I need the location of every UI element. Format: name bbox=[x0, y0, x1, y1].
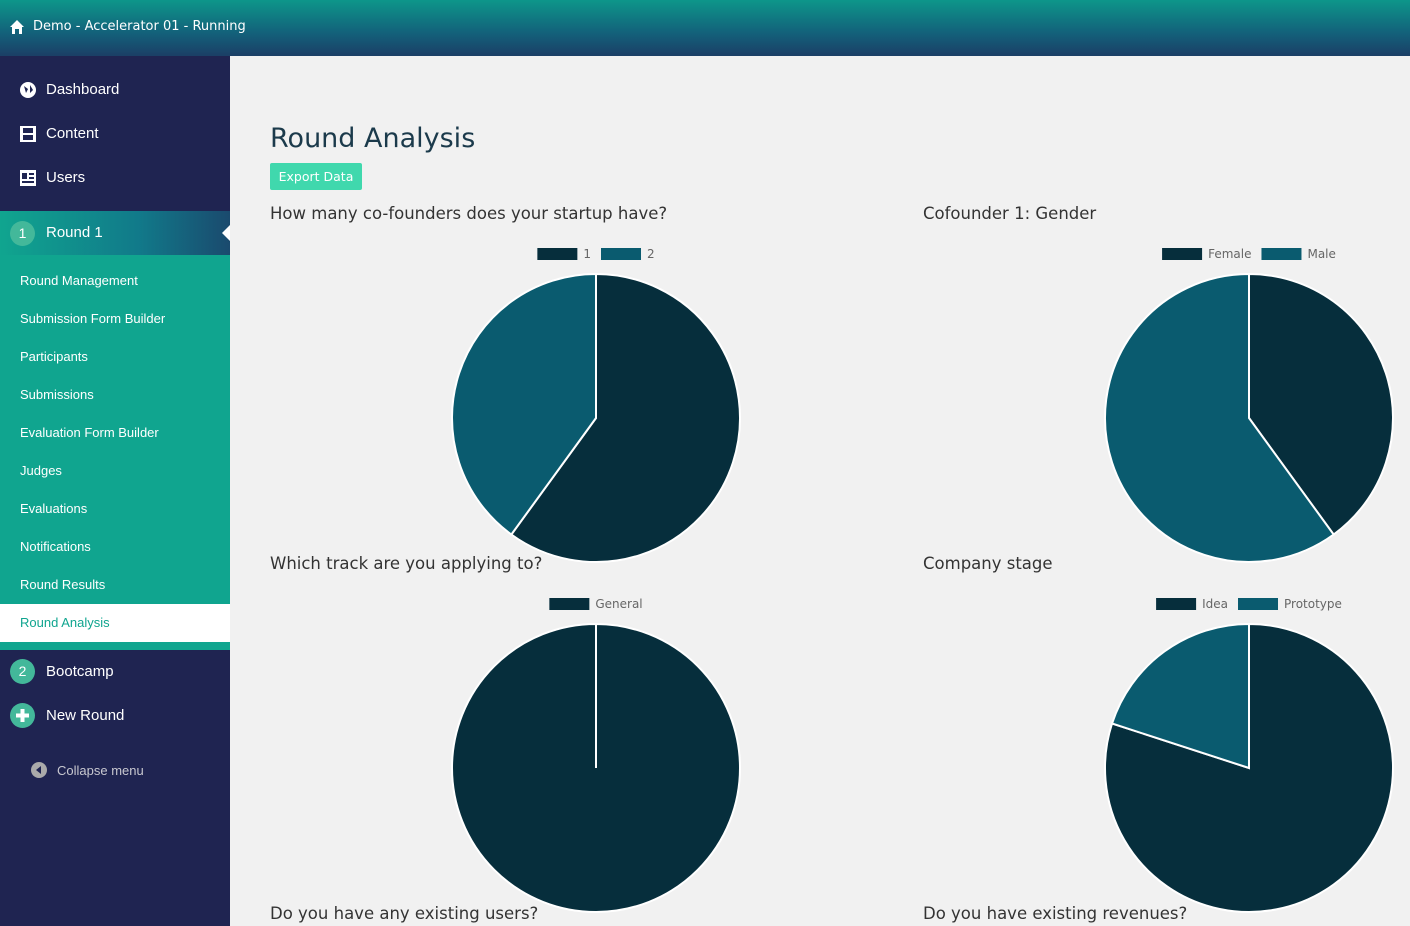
round-submenu: Round Management Submission Form Builder P… bbox=[0, 255, 230, 650]
pie-slice bbox=[1104, 272, 1336, 563]
page-title: Round Analysis bbox=[270, 123, 475, 154]
users-icon bbox=[20, 170, 36, 186]
legend-label: 2 bbox=[647, 247, 655, 261]
export-button[interactable] bbox=[270, 163, 362, 190]
nav-item[interactable]: Content bbox=[46, 125, 99, 142]
top-bar: Demo - Accelerator 01 - Running bbox=[0, 0, 1410, 56]
active-arrow bbox=[222, 225, 230, 241]
submenu-item[interactable]: Participants bbox=[20, 349, 88, 364]
legend-label: Female bbox=[1208, 247, 1251, 261]
legend-label: General bbox=[595, 597, 642, 611]
chart-title: Which track are you applying to? bbox=[270, 554, 542, 573]
main-content: Round Analysis Export Data How many co-f… bbox=[270, 123, 1394, 923]
submenu-item[interactable]: Judges bbox=[20, 463, 62, 478]
chart-title: Cofounder 1: Gender bbox=[923, 204, 1096, 223]
home-icon bbox=[10, 20, 24, 34]
submenu-item[interactable]: Round Analysis bbox=[0, 604, 230, 642]
dashboard-icon bbox=[20, 82, 36, 98]
legend-label: Prototype bbox=[1284, 597, 1342, 611]
legend-swatch bbox=[1162, 248, 1203, 260]
legend-swatch bbox=[1261, 248, 1302, 260]
chart-title: Company stage bbox=[923, 554, 1053, 573]
export-button-label[interactable]: Export Data bbox=[279, 169, 354, 184]
sidebar: Dashboard Content Users 1 Round 1 Round … bbox=[0, 56, 230, 926]
nav-item[interactable]: Users bbox=[46, 169, 86, 186]
legend-label: Male bbox=[1307, 247, 1335, 261]
current-round[interactable]: 1 Round 1 bbox=[0, 211, 230, 255]
pie-slice bbox=[509, 272, 741, 563]
legend-swatch bbox=[1238, 598, 1279, 610]
nav-item[interactable]: New Round bbox=[46, 707, 125, 724]
submenu-item[interactable]: Round Management bbox=[20, 273, 138, 288]
legend-swatch bbox=[1156, 598, 1197, 610]
pie-slice bbox=[451, 272, 597, 536]
submenu-item[interactable]: Submission Form Builder bbox=[20, 311, 166, 326]
round-label: Round 1 bbox=[46, 224, 103, 241]
round-number: 2 bbox=[10, 659, 35, 684]
pie-slice bbox=[451, 622, 741, 914]
submenu-item[interactable]: Notifications bbox=[20, 539, 91, 554]
legend-label: Idea bbox=[1202, 597, 1228, 611]
pie-slice bbox=[1110, 622, 1250, 770]
add-icon bbox=[10, 703, 35, 728]
question-title: Do you have any existing users? bbox=[270, 904, 538, 923]
submenu-item[interactable]: Evaluation Form Builder bbox=[20, 425, 159, 440]
nav-item[interactable]: Bootcamp bbox=[46, 663, 114, 680]
submenu-item[interactable]: Evaluations bbox=[20, 501, 88, 516]
content-icon bbox=[20, 126, 36, 142]
collapse-menu[interactable]: Collapse menu bbox=[57, 763, 144, 778]
nav-item[interactable]: Dashboard bbox=[46, 81, 120, 98]
header-title: Demo - Accelerator 01 - Running bbox=[33, 19, 246, 34]
round-number: 1 bbox=[10, 221, 35, 246]
legend-swatch bbox=[537, 248, 578, 260]
submenu-item[interactable]: Round Results bbox=[20, 577, 106, 592]
collapse-icon bbox=[31, 762, 47, 778]
legend-label: 1 bbox=[583, 247, 591, 261]
pie-slice bbox=[1248, 272, 1394, 536]
legend-swatch bbox=[601, 248, 641, 260]
question-title: Do you have existing revenues? bbox=[923, 904, 1187, 923]
chart-title: How many co-founders does your startup h… bbox=[270, 204, 667, 223]
submenu-item[interactable]: Submissions bbox=[20, 387, 94, 402]
legend-swatch bbox=[549, 598, 590, 610]
